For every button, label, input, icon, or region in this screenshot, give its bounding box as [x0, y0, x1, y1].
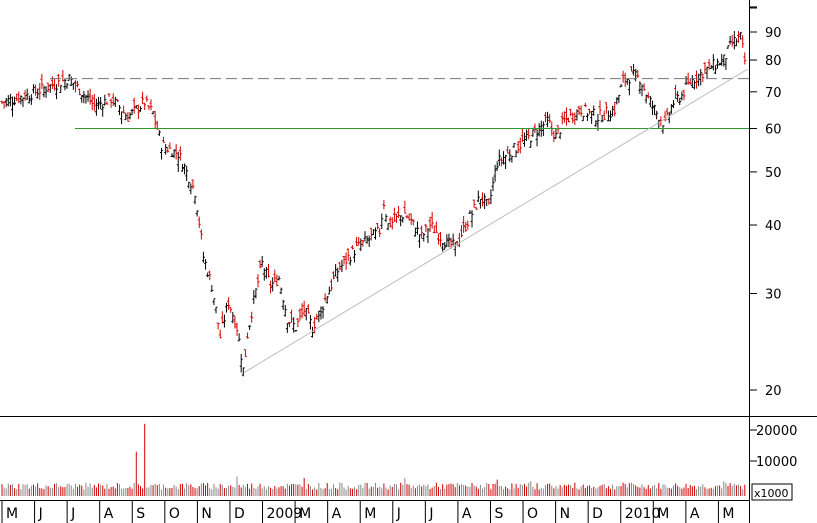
volume-unit-label: x1000 — [754, 487, 789, 500]
x-tick-label: M — [722, 506, 734, 522]
x-tick-label: M — [364, 506, 376, 522]
volume-unit-box — [751, 483, 793, 501]
x-tick-label: M — [6, 506, 18, 522]
x-tick-label: D — [234, 506, 245, 522]
y-tick-label: 80 — [765, 54, 782, 69]
x-tick-label: N — [560, 506, 570, 522]
y-tick-label: 60 — [765, 123, 782, 138]
x-tick-label: 2010 — [625, 506, 661, 522]
x-tick-label: M — [657, 506, 669, 522]
x-tick-label: J — [428, 506, 433, 522]
y-tick-label: 40 — [765, 219, 782, 234]
trendline — [243, 68, 748, 374]
x-tick-label: J — [70, 506, 75, 522]
y-tick-label: 20 — [765, 384, 782, 399]
x-tick-label: J — [396, 506, 401, 522]
y-tick-label: 30 — [765, 287, 782, 302]
x-tick-label: A — [332, 506, 342, 522]
x-tick-label: J — [38, 506, 43, 522]
x-tick-label: O — [169, 506, 180, 522]
x-tick-label: A — [104, 506, 114, 522]
reference-lines — [50, 68, 749, 374]
grid — [749, 6, 757, 462]
volume-tick-label: 20000 — [756, 424, 797, 439]
x-tick-label: D — [592, 506, 603, 522]
volume-tick-label: 10000 — [756, 455, 797, 470]
x-tick-label: O — [527, 506, 538, 522]
y-tick-label: 90 — [765, 26, 782, 41]
axis-labels: 20 30 40 50 60 70 80 90 10000 20000 x1000 M J J A S O N D 2… — [6, 26, 797, 522]
x-tick-label: M — [299, 506, 311, 522]
x-tick-label: 2009 — [267, 506, 303, 522]
y-tick-label: 70 — [765, 86, 782, 101]
x-tick-label: S — [494, 506, 503, 522]
x-tick-label: A — [690, 506, 700, 522]
y-tick-label: 50 — [765, 166, 782, 181]
volume-bars — [1, 423, 746, 496]
x-tick-label: A — [462, 506, 472, 522]
price-bars — [0, 30, 747, 377]
x-tick-label: S — [136, 506, 145, 522]
x-tick-label: N — [201, 506, 211, 522]
